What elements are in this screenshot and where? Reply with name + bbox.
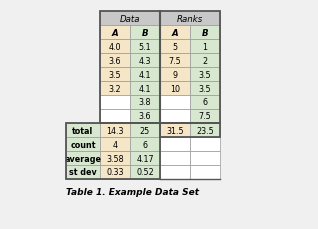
Bar — [190, 95, 220, 109]
Text: 4.3: 4.3 — [139, 56, 151, 65]
Bar — [160, 68, 190, 82]
Text: 9: 9 — [172, 70, 177, 79]
Text: 23.5: 23.5 — [196, 126, 214, 135]
Text: 10: 10 — [170, 84, 180, 93]
Bar — [100, 137, 130, 151]
Text: A: A — [172, 28, 178, 37]
Bar — [66, 123, 100, 137]
Bar — [190, 151, 220, 165]
Bar — [100, 165, 130, 179]
Bar — [130, 54, 160, 68]
Text: 4.0: 4.0 — [109, 42, 121, 51]
Bar — [100, 123, 130, 137]
Text: 3.5: 3.5 — [109, 70, 121, 79]
Bar — [130, 68, 160, 82]
Bar — [160, 123, 190, 137]
Bar — [130, 137, 160, 151]
Bar — [160, 137, 190, 151]
Bar — [160, 12, 220, 26]
Text: 3.8: 3.8 — [139, 98, 151, 107]
Bar — [66, 123, 160, 179]
Text: 3.6: 3.6 — [139, 112, 151, 121]
Text: 3.6: 3.6 — [109, 56, 121, 65]
Bar — [160, 151, 190, 165]
Bar — [66, 151, 100, 165]
Bar — [160, 165, 190, 179]
Bar — [160, 40, 190, 54]
Bar — [160, 123, 220, 137]
Text: B: B — [202, 28, 208, 37]
Text: Ranks: Ranks — [177, 14, 203, 23]
Text: 6: 6 — [203, 98, 208, 107]
Bar — [190, 54, 220, 68]
Bar — [100, 40, 130, 54]
Bar — [160, 95, 190, 109]
Bar — [100, 12, 220, 123]
Bar — [160, 82, 190, 95]
Bar — [66, 165, 100, 179]
Bar — [190, 68, 220, 82]
Bar — [130, 26, 160, 40]
Bar — [190, 40, 220, 54]
Bar — [100, 82, 130, 95]
Text: Table 1. Example Data Set: Table 1. Example Data Set — [66, 187, 199, 196]
Text: 25: 25 — [140, 126, 150, 135]
Text: 31.5: 31.5 — [166, 126, 184, 135]
Text: 4.1: 4.1 — [139, 70, 151, 79]
Text: 5.1: 5.1 — [139, 42, 151, 51]
Text: 4.1: 4.1 — [139, 84, 151, 93]
Bar — [100, 95, 130, 109]
Bar — [130, 109, 160, 123]
Bar — [130, 40, 160, 54]
Text: 7.5: 7.5 — [199, 112, 211, 121]
Bar — [100, 54, 130, 68]
Bar — [66, 137, 100, 151]
Text: st dev: st dev — [69, 168, 97, 177]
Bar — [190, 165, 220, 179]
Text: average: average — [65, 154, 101, 163]
Text: 0.52: 0.52 — [136, 168, 154, 177]
Text: A: A — [112, 28, 118, 37]
Text: 1: 1 — [203, 42, 208, 51]
Text: 3.5: 3.5 — [199, 70, 211, 79]
Bar — [190, 123, 220, 137]
Text: B: B — [142, 28, 148, 37]
Text: 4: 4 — [113, 140, 117, 149]
Bar — [190, 109, 220, 123]
Bar — [160, 26, 190, 40]
Text: count: count — [70, 140, 96, 149]
Text: 2: 2 — [203, 56, 208, 65]
Bar — [130, 165, 160, 179]
Text: Data: Data — [120, 14, 140, 23]
Bar — [130, 95, 160, 109]
Bar — [130, 82, 160, 95]
Text: 4.17: 4.17 — [136, 154, 154, 163]
Text: 7.5: 7.5 — [169, 56, 181, 65]
Bar — [190, 137, 220, 151]
Bar — [100, 26, 130, 40]
Bar — [190, 82, 220, 95]
Bar — [100, 151, 130, 165]
Bar — [100, 68, 130, 82]
Bar — [100, 12, 160, 26]
Text: 3.58: 3.58 — [106, 154, 124, 163]
Text: total: total — [73, 126, 93, 135]
Text: 3.5: 3.5 — [199, 84, 211, 93]
Text: 5: 5 — [172, 42, 177, 51]
Text: 6: 6 — [142, 140, 148, 149]
Bar — [190, 26, 220, 40]
Bar — [160, 109, 190, 123]
Text: 0.33: 0.33 — [106, 168, 124, 177]
Bar — [130, 151, 160, 165]
Text: 14.3: 14.3 — [106, 126, 124, 135]
Bar — [160, 54, 190, 68]
Bar — [130, 123, 160, 137]
Text: 3.2: 3.2 — [109, 84, 121, 93]
Bar — [100, 109, 130, 123]
